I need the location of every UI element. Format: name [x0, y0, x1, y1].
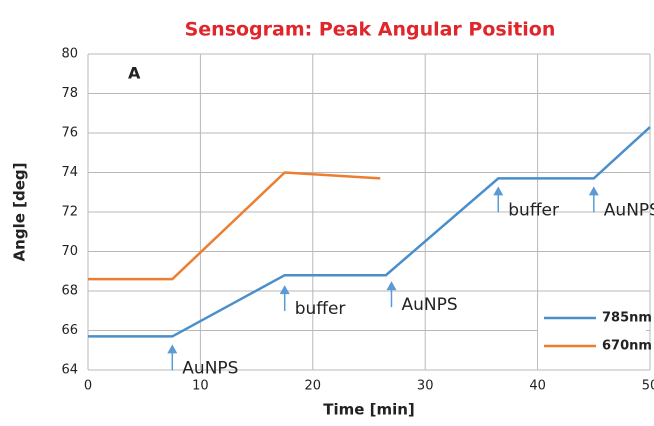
- y-tick-label: 72: [61, 205, 78, 220]
- x-tick-label: 10: [192, 379, 209, 394]
- annotation-text: AuNPS: [604, 200, 654, 220]
- y-tick-label: 70: [61, 244, 78, 259]
- x-tick-label: 50: [642, 379, 654, 394]
- x-axis-label: Time [min]: [323, 401, 415, 419]
- series-line: [88, 171, 381, 281]
- annotation-text: AuNPS: [401, 295, 457, 315]
- annotation-arrowhead: [167, 344, 178, 354]
- y-tick-label: 64: [61, 363, 78, 378]
- annotation-text: buffer: [508, 200, 559, 220]
- y-tick-label: 68: [61, 284, 78, 299]
- x-tick-label: 20: [305, 379, 322, 394]
- annotation-text: AuNPS: [182, 358, 238, 378]
- x-tick-label: 0: [84, 379, 92, 394]
- x-tick-label: 30: [417, 379, 434, 394]
- annotation-arrowhead: [386, 281, 397, 291]
- y-tick-label: 76: [61, 126, 78, 141]
- y-tick-label: 74: [61, 165, 78, 180]
- y-axis-label: Angle [deg]: [11, 163, 29, 262]
- y-tick-label: 80: [61, 47, 78, 62]
- y-tick-label: 78: [61, 86, 78, 101]
- legend-label: 670nm: [602, 339, 652, 354]
- annotation-text: buffer: [295, 299, 346, 319]
- legend: 785nm 670nm: [538, 300, 652, 366]
- annotation-arrowhead: [493, 186, 504, 196]
- panel-label: A: [128, 64, 141, 83]
- annotation-arrowhead: [279, 285, 290, 295]
- legend-box: [538, 300, 646, 366]
- series-line: [88, 126, 651, 338]
- chart-title: Sensogram: Peak Angular Position: [185, 19, 556, 41]
- annotation-arrowhead: [588, 186, 599, 196]
- legend-label: 785nm: [602, 311, 652, 326]
- x-tick-label: 40: [529, 379, 546, 394]
- y-tick-label: 66: [61, 323, 78, 338]
